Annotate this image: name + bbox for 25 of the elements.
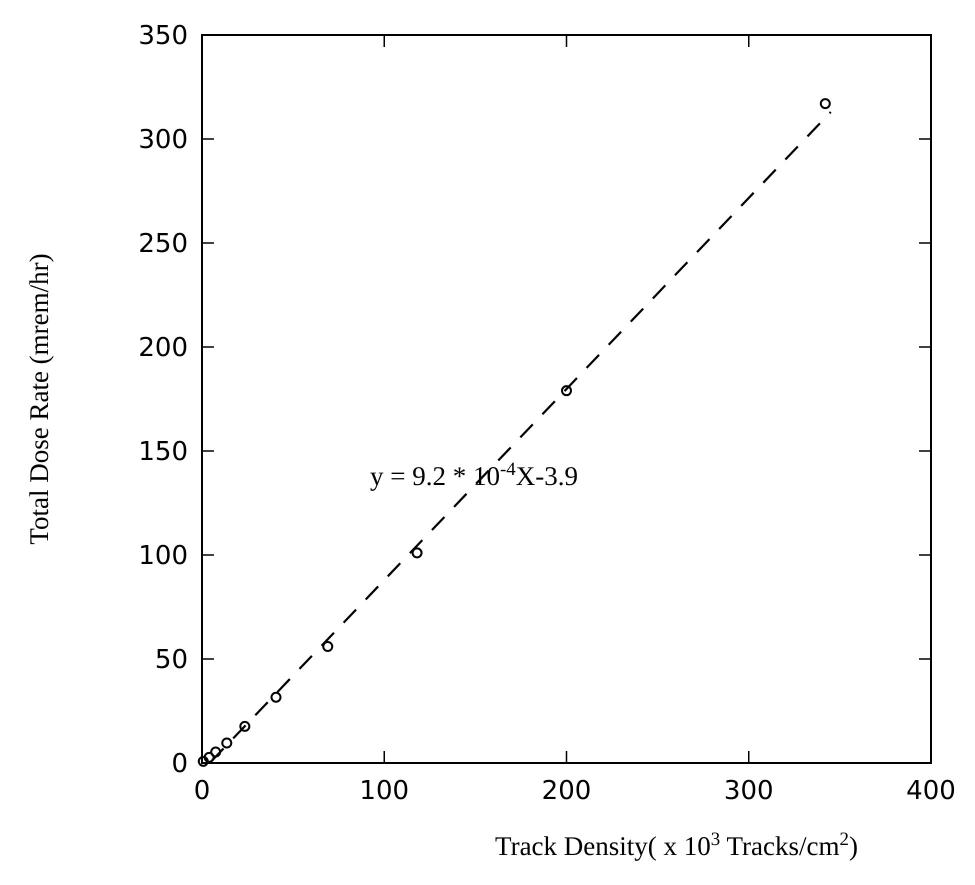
y-tick-label: 0	[171, 749, 188, 780]
point	[210, 746, 222, 758]
x-tick-label: 200	[542, 776, 592, 806]
point	[561, 385, 572, 396]
y-tick-label: 50	[154, 645, 188, 676]
x-tick-label: 400	[906, 776, 956, 806]
point	[198, 756, 209, 767]
point	[322, 641, 334, 652]
x-tick-label: 0	[194, 776, 210, 806]
point	[221, 738, 232, 749]
y-tick-label: 300	[138, 125, 188, 156]
point	[204, 752, 215, 763]
point	[239, 720, 250, 732]
point	[270, 692, 282, 703]
x-axis-title: Track Density( x 10$^{3}$ Tracks/cm$^{2}$)	[495, 828, 858, 861]
y-axis-title: Total Dose Rate (mrem/hr)	[24, 253, 54, 545]
y-tick-label: 250	[138, 229, 188, 260]
y-tick-label: 100	[138, 541, 188, 572]
y-tick-label: 150	[138, 437, 188, 468]
point	[412, 547, 423, 558]
point	[820, 98, 831, 110]
x-tick-label: 100	[359, 776, 410, 806]
x-tick-label: 300	[724, 776, 774, 806]
y-tick-label: 350	[138, 21, 188, 52]
y-tick-label: 200	[138, 333, 188, 364]
